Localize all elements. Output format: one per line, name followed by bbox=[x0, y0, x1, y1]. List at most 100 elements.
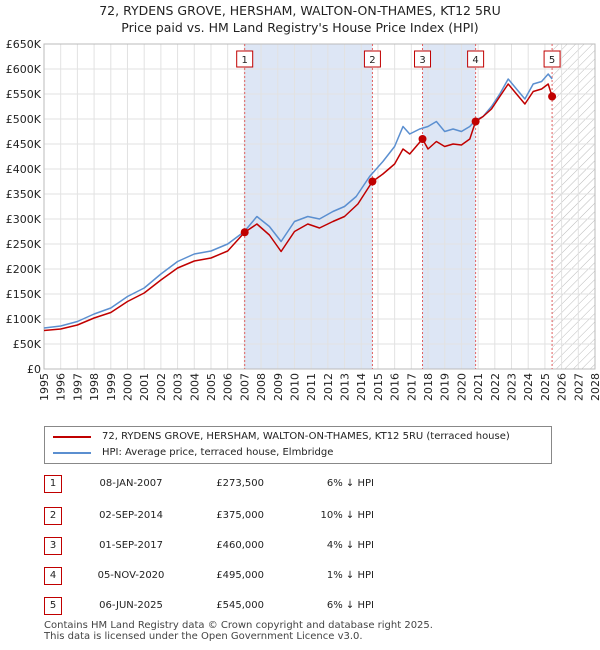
x-tick-label: 2016 bbox=[389, 373, 402, 401]
x-tick-label: 2019 bbox=[439, 373, 452, 401]
sale-number-box bbox=[543, 50, 561, 68]
x-tick-label: 1998 bbox=[88, 373, 101, 401]
transaction-number: 4 bbox=[44, 567, 62, 585]
x-tick-label: 2020 bbox=[455, 373, 468, 401]
y-tick-label: £150K bbox=[6, 288, 42, 301]
x-tick-label: 2015 bbox=[372, 373, 385, 401]
x-tick-label: 2000 bbox=[121, 373, 134, 401]
transaction-date: 06-JUN-2025 bbox=[99, 600, 163, 611]
y-tick-label: £450K bbox=[6, 138, 42, 151]
footer-copyright: Contains HM Land Registry data © Crown c… bbox=[44, 620, 433, 631]
x-tick-label: 2021 bbox=[472, 373, 485, 401]
sale-number-label: 2 bbox=[369, 55, 375, 66]
sale-number-label: 4 bbox=[472, 55, 478, 66]
transaction-date: 01-SEP-2017 bbox=[99, 540, 163, 551]
y-tick-label: £350K bbox=[6, 188, 42, 201]
x-tick-label: 2024 bbox=[522, 373, 535, 401]
y-tick-label: £100K bbox=[6, 313, 42, 326]
transaction-row: 1 08-JAN-2007 £273,500 6% ↓ HPI bbox=[44, 475, 564, 493]
transaction-row: 2 02-SEP-2014 £375,000 10% ↓ HPI bbox=[44, 507, 564, 525]
transaction-price: £495,000 bbox=[216, 570, 264, 581]
y-tick-label: £550K bbox=[6, 88, 42, 101]
legend: 72, RYDENS GROVE, HERSHAM, WALTON-ON-THA… bbox=[44, 426, 552, 464]
transaction-hpi-diff: 4% ↓ HPI bbox=[326, 540, 374, 551]
sale-number-box bbox=[467, 50, 485, 68]
transaction-hpi-diff: 1% ↓ HPI bbox=[326, 570, 374, 581]
sale-point bbox=[240, 228, 249, 237]
y-tick-label: £500K bbox=[6, 113, 42, 126]
plot-border bbox=[43, 43, 596, 370]
x-tick-label: 2011 bbox=[305, 373, 318, 401]
hpi-series-line bbox=[43, 73, 553, 329]
x-tick-label: 2010 bbox=[288, 373, 301, 401]
x-tick-label: 2012 bbox=[322, 373, 335, 401]
transaction-row: 4 05-NOV-2020 £495,000 1% ↓ HPI bbox=[44, 567, 564, 585]
y-tick-label: £250K bbox=[6, 238, 42, 251]
transaction-price: £273,500 bbox=[216, 478, 264, 489]
x-tick-label: 2008 bbox=[255, 373, 268, 401]
x-tick-label: 2013 bbox=[339, 373, 352, 401]
sale-point bbox=[548, 92, 557, 101]
x-tick-label: 1995 bbox=[38, 373, 51, 401]
transaction-number: 1 bbox=[44, 475, 62, 493]
sale-number-label: 5 bbox=[549, 55, 555, 66]
transaction-row: 5 06-JUN-2025 £545,000 6% ↓ HPI bbox=[44, 597, 564, 615]
sale-point bbox=[368, 177, 377, 186]
price-chart: £0 £50K £100K £150K £200K £250K £300K £350K £400… bbox=[6, 38, 600, 401]
sale-point bbox=[471, 117, 480, 126]
y-tick-label: £400K bbox=[6, 163, 42, 176]
transaction-price: £460,000 bbox=[216, 540, 264, 551]
y-tick-label: £600K bbox=[6, 63, 42, 76]
x-tick-label: 2006 bbox=[222, 373, 235, 401]
sale-number-box bbox=[363, 50, 381, 68]
x-tick-label: 2027 bbox=[572, 373, 585, 401]
x-tick-label: 1999 bbox=[105, 373, 118, 401]
future-hatch bbox=[552, 44, 595, 369]
footer-licence: This data is licensed under the Open Gov… bbox=[44, 631, 363, 642]
transaction-price: £375,000 bbox=[216, 510, 264, 521]
legend-line-hpi bbox=[53, 452, 91, 454]
y-tick-label: £50K bbox=[13, 338, 42, 351]
transaction-hpi-diff: 10% ↓ HPI bbox=[320, 510, 374, 521]
sale-number-box bbox=[236, 50, 254, 68]
transaction-row: 3 01-SEP-2017 £460,000 4% ↓ HPI bbox=[44, 537, 564, 555]
x-tick-label: 2001 bbox=[138, 373, 151, 401]
x-tick-label: 2026 bbox=[556, 373, 569, 401]
x-tick-label: 2005 bbox=[205, 373, 218, 401]
x-tick-label: 2018 bbox=[422, 373, 435, 401]
transaction-date: 02-SEP-2014 bbox=[99, 510, 163, 521]
x-tick-label: 2028 bbox=[589, 373, 600, 401]
y-tick-label: £200K bbox=[6, 263, 42, 276]
transaction-price: £545,000 bbox=[216, 600, 264, 611]
transaction-date: 08-JAN-2007 bbox=[99, 478, 163, 489]
x-tick-label: 2025 bbox=[539, 373, 552, 401]
transaction-number: 2 bbox=[44, 507, 62, 525]
sale-number-label: 3 bbox=[419, 55, 425, 66]
x-tick-label: 2022 bbox=[489, 373, 502, 401]
x-tick-label: 2002 bbox=[155, 373, 168, 401]
x-tick-label: 2007 bbox=[238, 373, 251, 401]
legend-label-property: 72, RYDENS GROVE, HERSHAM, WALTON-ON-THA… bbox=[102, 431, 510, 442]
sale-point bbox=[418, 135, 427, 143]
y-tick-label: £650K bbox=[6, 38, 42, 51]
sale-number-box bbox=[414, 50, 432, 68]
shaded-period bbox=[244, 44, 373, 369]
transaction-number: 3 bbox=[44, 537, 62, 555]
shaded-period bbox=[422, 44, 476, 369]
x-tick-label: 2017 bbox=[405, 373, 418, 401]
x-tick-label: 2009 bbox=[272, 373, 285, 401]
footer: Contains HM Land Registry data © Crown c… bbox=[44, 620, 433, 642]
chart-title-line2: Price paid vs. HM Land Registry's House … bbox=[121, 20, 479, 35]
x-tick-label: 2004 bbox=[188, 373, 201, 401]
transaction-hpi-diff: 6% ↓ HPI bbox=[326, 478, 374, 489]
y-tick-label: £0 bbox=[27, 363, 41, 376]
y-tick-label: £300K bbox=[6, 213, 42, 226]
chart-title-line1: 72, RYDENS GROVE, HERSHAM, WALTON-ON-THA… bbox=[99, 3, 501, 18]
x-tick-label: 2023 bbox=[506, 373, 519, 401]
transaction-hpi-diff: 6% ↓ HPI bbox=[326, 600, 374, 611]
x-tick-label: 1997 bbox=[71, 373, 84, 401]
transaction-date: 05-NOV-2020 bbox=[97, 570, 165, 581]
x-tick-label: 2003 bbox=[172, 373, 185, 401]
legend-line-property bbox=[53, 436, 91, 438]
legend-label-hpi: HPI: Average price, terraced house, Elmb… bbox=[102, 447, 334, 458]
